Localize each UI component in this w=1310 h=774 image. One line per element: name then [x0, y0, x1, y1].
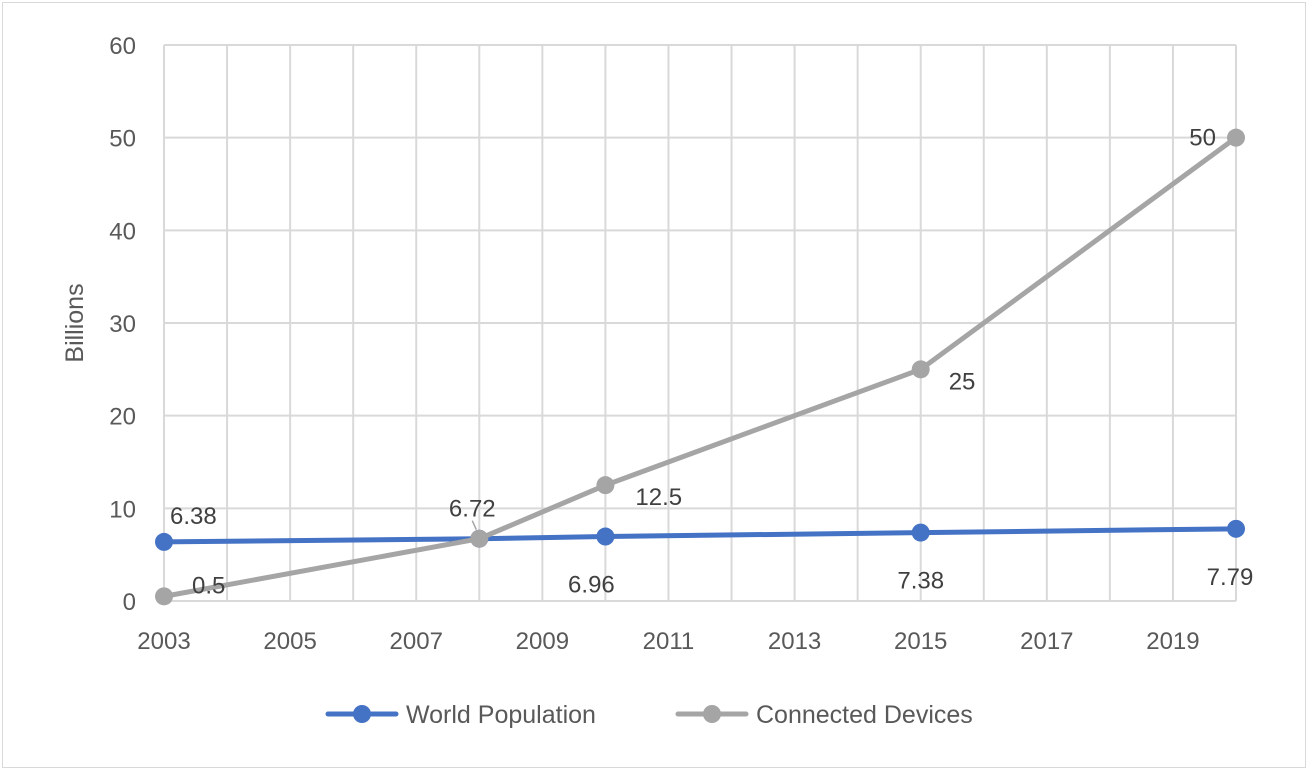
world-population-point — [155, 532, 173, 551]
world-population-point — [911, 523, 930, 542]
x-tick-label: 2019 — [1146, 628, 1199, 655]
x-tick-label: 2011 — [643, 628, 695, 655]
y-axis-title: Billions — [61, 283, 89, 362]
y-axis-ticks: 0 10 20 30 40 50 60 — [109, 33, 136, 616]
y-tick-label: 20 — [109, 404, 136, 431]
connected-devices-line — [161, 135, 1239, 599]
x-tick-label: 2017 — [1020, 628, 1073, 655]
connected-devices-data-label: 12.5 — [635, 484, 682, 511]
world-population-line — [161, 526, 1239, 545]
world-population-data-label: 7.79 — [1207, 564, 1254, 591]
legend-marker-connected-devices — [703, 705, 721, 723]
y-tick-label: 0 — [123, 589, 136, 616]
legend: World Population Connected Devices — [325, 701, 973, 729]
world-population-point — [596, 527, 615, 546]
data-labels: 6.38 6.96 7.38 7.79 0.5 6.72 12.5 25 50 — [170, 125, 1253, 600]
connected-devices-data-label: 6.72 — [449, 496, 496, 523]
legend-marker-world-population — [353, 705, 371, 723]
x-tick-label: 2015 — [894, 628, 947, 655]
connected-devices-point — [911, 360, 930, 379]
y-tick-label: 40 — [109, 218, 136, 245]
y-tick-label: 50 — [109, 126, 136, 153]
x-tick-label: 2005 — [263, 628, 316, 655]
world-population-data-label: 6.96 — [568, 572, 615, 599]
world-population-data-label: 6.38 — [170, 503, 217, 530]
x-axis-ticks: 2003 2005 2007 2009 2011 2013 2015 2017 2019 — [137, 628, 1199, 655]
leader-line — [471, 520, 477, 531]
x-tick-label: 2013 — [768, 628, 821, 655]
y-tick-label: 10 — [109, 496, 136, 523]
connected-devices-data-label: 25 — [949, 368, 976, 395]
y-tick-label: 60 — [109, 33, 136, 60]
x-tick-label: 2009 — [516, 628, 569, 655]
gridlines — [163, 44, 1237, 602]
connected-devices-data-label: 0.5 — [192, 572, 225, 599]
x-tick-label: 2003 — [137, 628, 190, 655]
connected-devices-point — [1227, 128, 1245, 147]
world-population-point — [1227, 519, 1245, 538]
connected-devices-point — [155, 587, 173, 606]
series-group — [155, 128, 1245, 606]
y-tick-label: 30 — [109, 311, 136, 338]
legend-label-connected-devices: Connected Devices — [756, 701, 973, 729]
connected-devices-point — [596, 476, 615, 495]
x-tick-label: 2007 — [390, 628, 443, 655]
legend-label-world-population: World Population — [406, 701, 596, 729]
world-population-data-label: 7.38 — [897, 568, 944, 595]
connected-devices-point — [470, 529, 489, 548]
connected-devices-data-label: 50 — [1189, 125, 1216, 152]
